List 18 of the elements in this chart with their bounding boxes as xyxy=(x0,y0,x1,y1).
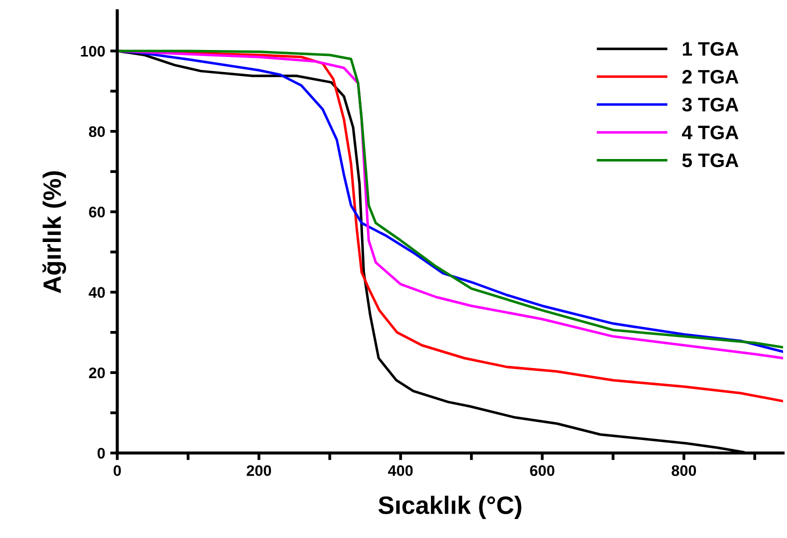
x-tick-label: 800 xyxy=(672,465,696,476)
x-axis-title: Sıcaklık (°C) xyxy=(378,496,522,520)
x-tick-label: 200 xyxy=(246,465,272,476)
y-tick-label: 40 xyxy=(88,287,105,298)
legend-label: 3 TGA xyxy=(682,98,738,112)
y-tick-label: 20 xyxy=(88,367,105,378)
y-tick-label: 100 xyxy=(80,46,105,57)
x-tick-label: 400 xyxy=(388,465,413,476)
legend-label: 5 TGA xyxy=(682,153,738,168)
y-axis-title: Ağırlık (%) xyxy=(42,171,66,294)
x-tick-label: 0 xyxy=(114,465,121,476)
y-tick-label: 0 xyxy=(98,448,105,459)
y-tick-label: 80 xyxy=(88,126,105,138)
legend-label: 2 TGA xyxy=(682,70,738,84)
x-tick-label: 600 xyxy=(530,465,554,476)
legend-label: 1 TGA xyxy=(682,42,738,56)
legend-label: 4 TGA xyxy=(682,126,738,140)
y-tick-label: 60 xyxy=(89,206,105,218)
